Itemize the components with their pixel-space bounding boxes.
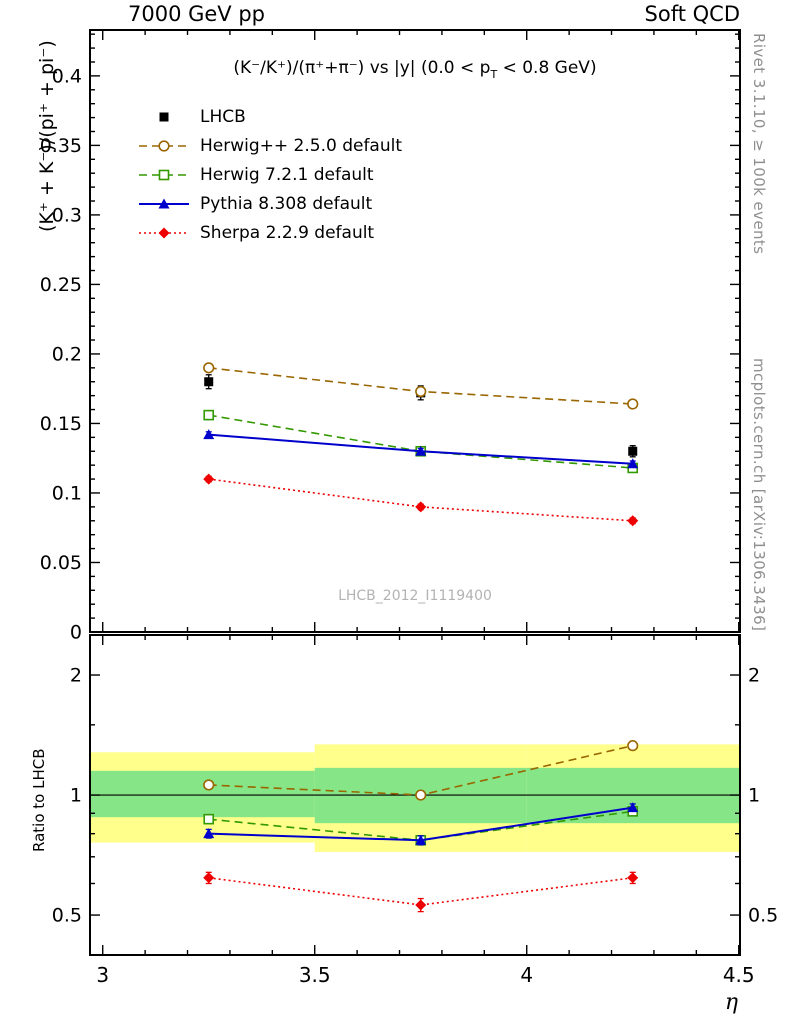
analysis-id-watermark: LHCB_2012_I1119400 [338,588,492,604]
x-tick-label: 4.5 [723,963,755,987]
observable-title: (K⁻/K⁺)/(π⁺+π⁻) vs |y| (0.0 < pT < 0.8 G… [90,58,740,81]
mcplots-arxiv-note: mcplots.cern.ch [arXiv:1306.3436] [750,358,768,632]
series-herwig-2-5-0-default [203,362,639,801]
x-tick-label: 3.5 [299,963,331,987]
legend-sample-pythia-8-308-default [139,198,189,208]
y-ratio-tick-label-left: 0.5 [52,905,82,927]
legend-sample-herwig-2-5-0-default [139,139,189,152]
y-main-tick-label: 0.1 [52,483,82,505]
series-sherpa-2-2-9-default [203,473,639,913]
y-ratio-tick-label-right: 1 [748,785,760,807]
legend-label: Pythia 8.308 default [200,193,373,214]
y-axis-title-ratio: Ratio to LHCB [30,748,48,852]
legend-label: Herwig 7.2.1 default [200,164,374,185]
uncertainty-band-green [90,770,315,818]
x-tick-label: 4 [520,963,533,987]
y-axis-title-main: (K⁺ + K⁻)/(pi⁺ + pi⁻) [36,40,58,232]
axis-ticks: 0 0.05 0.1 0.15 0.2 0.25 0.3 0.35 0.4 0.5 0.5 1 1 2 2 3… [40,30,778,987]
y-main-tick-label: 0.05 [40,552,82,574]
legend-label: Sherpa 2.2.9 default [200,222,375,243]
legend-sample-herwig-7-2-1-default [139,169,189,180]
y-main-tick-label: 0 [70,622,82,644]
legend-item-lhcb: LHCB [138,102,402,131]
y-ratio-tick-label-left: 1 [70,785,82,807]
ratio-uncertainty-bands [90,744,740,852]
legend-item-sherpa-2-2-9-default: Sherpa 2.2.9 default [138,218,402,247]
legend-item-herwig-7-2-1-default: Herwig 7.2.1 default [138,160,402,189]
y-main-tick-label: 0.4 [52,66,82,88]
process-group-label: Soft QCD [644,2,740,26]
legend-sample-sherpa-2-2-9-default [139,227,189,238]
y-ratio-tick-label-right: 2 [748,665,760,687]
legend-sample-lhcb [159,112,169,121]
rivet-version-note: Rivet 3.1.10, ≥ 100k events [750,33,768,255]
legend-label: LHCB [200,106,246,127]
y-main-tick-label: 0.15 [40,413,82,435]
y-main-tick-label: 0.2 [52,344,82,366]
plot-header: 7000 GeV pp Soft QCD [128,2,740,26]
legend-item-pythia-8-308-default: Pythia 8.308 default [138,189,402,218]
y-main-tick-label: 0.25 [40,274,82,296]
observable-title-pre: (K⁻/K⁺)/(π⁺+π⁻) vs |y| (0.0 < p [233,58,491,78]
beam-energy-label: 7000 GeV pp [128,2,266,26]
observable-title-sub: T [490,68,498,81]
legend: LHCB Herwig++ 2.5.0 default Herwig 7.2.1 d… [138,102,402,247]
y-main-tick-label: 0.35 [40,135,82,157]
legend-item-herwig-2-5-0-default: Herwig++ 2.5.0 default [138,131,402,160]
series-pythia-8-308-default [203,429,639,846]
main-plot-frame [89,29,741,633]
y-main-tick-label: 0.3 [52,205,82,227]
observable-title-post: < 0.8 GeV) [497,58,597,78]
x-axis-title: η [724,990,738,1015]
legend-label: Herwig++ 2.5.0 default [200,135,403,156]
y-ratio-tick-label-right: 0.5 [748,905,778,927]
x-tick-label: 3 [96,963,109,987]
y-ratio-tick-label-left: 2 [70,665,82,687]
